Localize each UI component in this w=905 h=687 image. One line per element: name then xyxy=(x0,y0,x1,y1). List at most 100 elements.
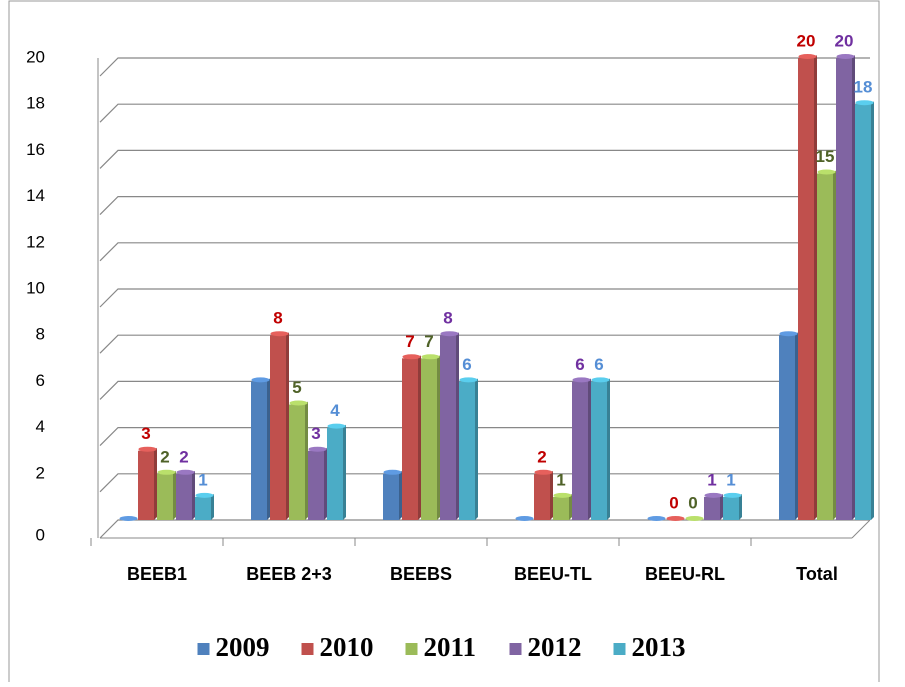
bar-top xyxy=(836,54,855,59)
bar-side xyxy=(154,447,157,520)
y-tick-label: 4 xyxy=(36,417,45,436)
bar-top xyxy=(685,516,704,521)
bar-side xyxy=(173,470,176,520)
legend-label: 2012 xyxy=(528,632,582,662)
bar-top xyxy=(157,469,176,475)
y-tick-label: 20 xyxy=(26,47,45,66)
data-label: 8 xyxy=(443,309,452,328)
bar-side xyxy=(607,378,610,520)
grid-line xyxy=(99,519,870,539)
bar-top xyxy=(572,377,591,383)
bar-top xyxy=(383,469,402,475)
bar-top xyxy=(251,377,270,383)
bar-top xyxy=(289,400,308,406)
y-tick-label: 14 xyxy=(26,186,45,205)
y-tick-label: 16 xyxy=(26,140,45,159)
legend-label: 2011 xyxy=(424,632,477,662)
bar xyxy=(270,335,286,520)
grid-line xyxy=(99,334,870,354)
bar-top xyxy=(515,516,534,521)
grid-line xyxy=(99,427,870,447)
bar xyxy=(591,381,607,520)
bar xyxy=(176,473,192,520)
data-label: 2 xyxy=(179,447,188,466)
x-tick-label: Total xyxy=(796,564,838,584)
bar-side xyxy=(550,470,553,520)
y-tick-label: 12 xyxy=(26,232,45,251)
x-tick-label: BEEU-TL xyxy=(514,564,592,584)
bar xyxy=(138,450,154,520)
bar-side xyxy=(569,493,572,520)
bar-side xyxy=(871,101,874,520)
data-label: 3 xyxy=(141,424,150,443)
bar xyxy=(421,358,437,520)
data-label: 15 xyxy=(816,147,835,166)
data-label: 4 xyxy=(330,401,340,420)
y-tick-label: 0 xyxy=(36,525,45,544)
x-tick-label: BEEB1 xyxy=(127,564,187,584)
bar xyxy=(817,173,833,520)
bar xyxy=(534,473,550,520)
bar-side xyxy=(286,332,289,520)
data-label: 7 xyxy=(424,332,433,351)
bar-top xyxy=(817,169,836,175)
x-tick-label: BEEU-RL xyxy=(645,564,725,584)
bar-top xyxy=(855,100,874,106)
bar-side xyxy=(399,470,402,520)
legend-label: 2010 xyxy=(320,632,374,662)
y-tick-label: 18 xyxy=(26,94,45,113)
bar xyxy=(836,58,852,520)
data-label: 1 xyxy=(198,470,207,489)
legend-swatch xyxy=(197,643,210,655)
bar xyxy=(440,335,456,520)
bar-side xyxy=(720,493,723,520)
bar-top xyxy=(440,331,459,337)
bar-top xyxy=(138,446,157,452)
bar-top xyxy=(176,469,195,475)
floor-edge xyxy=(851,519,871,539)
bar-side xyxy=(833,170,836,520)
grid-line xyxy=(99,149,870,169)
grid-line xyxy=(99,473,870,493)
bar xyxy=(723,496,739,520)
legend-swatch xyxy=(301,643,314,655)
bar-side xyxy=(456,332,459,520)
grid-line xyxy=(99,57,870,77)
grid-line xyxy=(99,380,870,400)
bar-side xyxy=(795,332,798,520)
bar xyxy=(402,358,418,520)
bar-top xyxy=(591,377,610,383)
grid-line xyxy=(99,103,870,123)
bar xyxy=(289,404,305,520)
bar-top xyxy=(704,492,723,498)
data-label: 8 xyxy=(273,309,282,328)
bar-side xyxy=(739,493,742,520)
bar-side xyxy=(588,378,591,520)
bar xyxy=(553,496,569,520)
bar xyxy=(308,450,324,520)
data-label: 6 xyxy=(575,355,584,374)
bar xyxy=(195,496,211,520)
bar-side xyxy=(192,470,195,520)
data-label: 2 xyxy=(537,447,546,466)
x-tick-label: BEEB 2+3 xyxy=(246,564,332,584)
bar-side xyxy=(324,447,327,520)
data-label: 1 xyxy=(707,470,716,489)
data-label: 3 xyxy=(311,424,320,443)
bar-side xyxy=(814,55,817,520)
grid-line xyxy=(99,288,870,308)
legend-label: 2009 xyxy=(216,632,270,662)
bar-side xyxy=(437,355,440,520)
bar xyxy=(855,104,871,520)
bar xyxy=(779,335,795,520)
bar-top xyxy=(666,516,685,521)
bar-side xyxy=(305,401,308,520)
data-label: 1 xyxy=(556,470,565,489)
bar-top xyxy=(308,446,327,452)
bar xyxy=(704,496,720,520)
bar-side xyxy=(343,424,346,520)
bar-side xyxy=(418,355,421,520)
bar-top xyxy=(723,492,742,498)
bar-top xyxy=(459,377,478,383)
legend-swatch xyxy=(613,643,626,655)
